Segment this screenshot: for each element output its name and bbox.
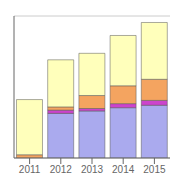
svg-text:2011: 2011: [19, 164, 41, 175]
svg-text:2015: 2015: [143, 164, 166, 175]
svg-text:2012: 2012: [50, 164, 73, 175]
svg-text:2014: 2014: [112, 164, 135, 175]
svg-text:2013: 2013: [81, 164, 104, 175]
